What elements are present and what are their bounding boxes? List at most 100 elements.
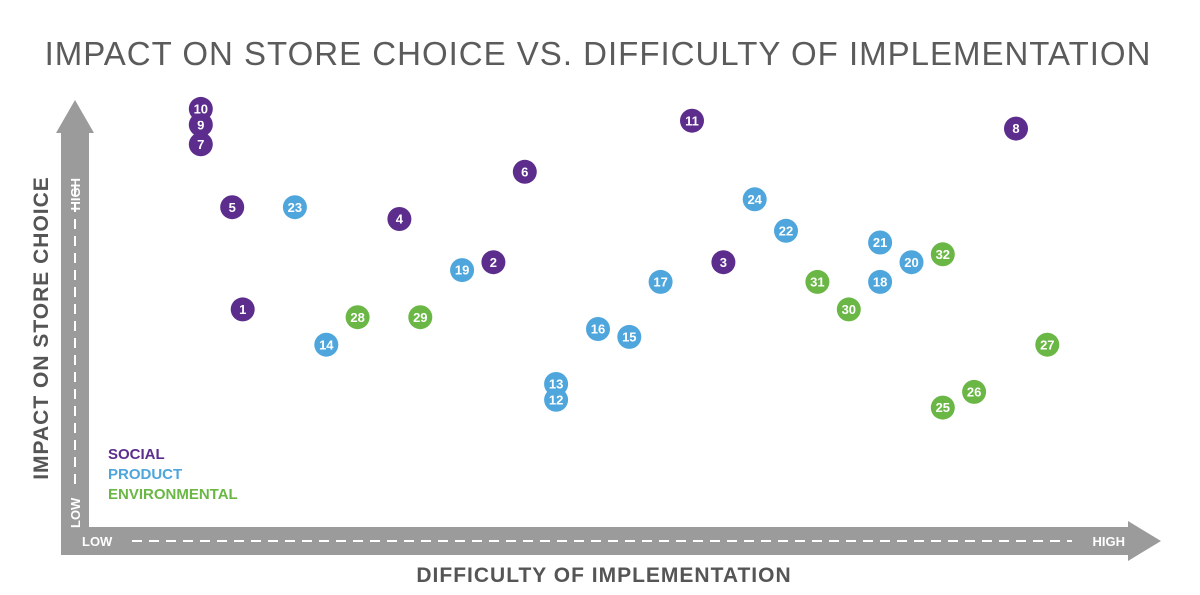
point-label: 31 — [810, 275, 824, 290]
point-label: 21 — [873, 235, 887, 250]
point-marker — [899, 250, 924, 275]
x-axis-high-label: HIGH — [1093, 534, 1126, 549]
point-environmental-29: 29 — [408, 305, 433, 330]
legend-product: PRODUCT — [108, 466, 182, 483]
point-marker — [345, 305, 370, 330]
point-marker — [188, 96, 213, 121]
point-label: 30 — [842, 302, 856, 317]
point-label: 4 — [396, 212, 404, 227]
point-social-4: 4 — [387, 207, 412, 231]
y-axis-title: IMPACT ON STORE CHOICE — [30, 176, 53, 480]
point-marker — [711, 250, 736, 275]
point-label: 17 — [653, 275, 667, 290]
point-marker — [930, 242, 955, 267]
point-marker — [648, 269, 673, 294]
point-label: 1 — [239, 302, 246, 317]
point-social-5: 5 — [220, 195, 245, 220]
point-marker — [481, 250, 506, 275]
point-label: 7 — [197, 137, 204, 152]
point-product-14: 14 — [314, 332, 339, 357]
point-marker — [387, 207, 412, 231]
point-environmental-30: 30 — [836, 297, 861, 322]
point-label: 9 — [197, 117, 204, 132]
point-social-3: 3 — [711, 250, 736, 275]
point-marker — [930, 395, 955, 420]
point-product-18: 18 — [868, 269, 893, 294]
point-label: 25 — [936, 400, 950, 415]
legend-environmental: ENVIRONMENTAL — [108, 486, 238, 503]
point-marker — [544, 372, 569, 396]
point-marker — [774, 218, 798, 243]
point-marker — [680, 108, 704, 133]
point-label: 19 — [455, 263, 469, 278]
point-label: 32 — [936, 247, 950, 262]
legend-social: SOCIAL — [108, 446, 165, 463]
point-social-7: 7 — [188, 132, 213, 157]
point-label: 18 — [873, 275, 887, 290]
point-product-21: 21 — [868, 230, 893, 255]
point-marker — [1035, 332, 1060, 357]
point-environmental-32: 32 — [930, 242, 955, 267]
point-social-10: 10 — [188, 96, 213, 121]
y-axis-high-label: HIGH — [68, 178, 83, 211]
point-marker — [230, 297, 255, 322]
point-label: 10 — [194, 102, 208, 117]
point-product-16: 16 — [586, 317, 610, 341]
point-environmental-31: 31 — [805, 269, 830, 294]
point-label: 24 — [747, 192, 762, 207]
point-label: 11 — [685, 113, 699, 128]
point-marker — [742, 187, 767, 212]
point-environmental-25: 25 — [930, 395, 955, 420]
point-label: 16 — [591, 322, 605, 337]
point-product-19: 19 — [450, 258, 475, 283]
point-marker — [868, 230, 893, 255]
point-label: 28 — [350, 310, 364, 325]
point-label: 6 — [521, 164, 528, 179]
point-marker — [282, 195, 307, 220]
point-marker — [188, 132, 213, 157]
point-environmental-26: 26 — [962, 379, 987, 404]
point-marker — [314, 332, 339, 357]
legend: SOCIAL PRODUCT ENVIRONMENTAL — [108, 446, 238, 503]
y-axis-low-label: LOW — [68, 497, 83, 528]
point-product-17: 17 — [648, 269, 673, 294]
point-marker — [962, 379, 987, 404]
point-label: 12 — [549, 392, 563, 407]
point-social-6: 6 — [512, 159, 537, 184]
point-label: 13 — [549, 377, 563, 392]
point-marker — [868, 269, 893, 294]
point-social-1: 1 — [230, 297, 255, 322]
point-label: 14 — [319, 337, 334, 352]
point-label: 22 — [779, 223, 793, 238]
x-axis-low-label: LOW — [82, 534, 113, 549]
point-social-2: 2 — [481, 250, 506, 275]
point-marker — [1004, 116, 1028, 141]
point-label: 15 — [622, 330, 636, 345]
point-label: 27 — [1040, 337, 1054, 352]
point-label: 23 — [288, 200, 302, 215]
point-marker — [617, 324, 642, 349]
point-label: 5 — [229, 200, 236, 215]
point-social-8: 8 — [1004, 116, 1028, 141]
point-marker — [836, 297, 861, 322]
point-marker — [408, 305, 433, 330]
x-axis-title: DIFFICULTY OF IMPLEMENTATION — [416, 564, 791, 587]
point-label: 3 — [720, 255, 727, 270]
point-environmental-27: 27 — [1035, 332, 1060, 357]
point-marker — [220, 195, 245, 220]
point-product-15: 15 — [617, 324, 642, 349]
point-product-22: 22 — [774, 218, 798, 243]
point-label: 2 — [490, 255, 497, 270]
point-label: 8 — [1012, 121, 1019, 136]
point-marker — [450, 258, 475, 283]
point-product-13: 13 — [544, 372, 569, 396]
point-marker — [512, 159, 537, 184]
chart-title: IMPACT ON STORE CHOICE VS. DIFFICULTY OF… — [45, 35, 1152, 72]
point-label: 26 — [967, 385, 981, 400]
point-social-11: 11 — [680, 108, 704, 133]
point-marker — [586, 317, 610, 341]
point-environmental-28: 28 — [345, 305, 370, 330]
point-label: 29 — [413, 310, 427, 325]
